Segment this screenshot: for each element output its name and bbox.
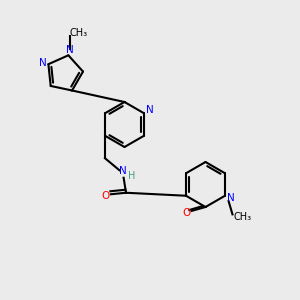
Text: O: O (182, 208, 190, 218)
Text: CH₃: CH₃ (233, 212, 251, 222)
Text: N: N (66, 45, 74, 55)
Text: H: H (128, 171, 135, 181)
Text: O: O (102, 191, 110, 201)
Text: N: N (227, 193, 235, 203)
Text: N: N (119, 166, 127, 176)
Text: CH₃: CH₃ (69, 28, 87, 38)
Text: N: N (39, 58, 47, 68)
Text: N: N (146, 105, 153, 115)
